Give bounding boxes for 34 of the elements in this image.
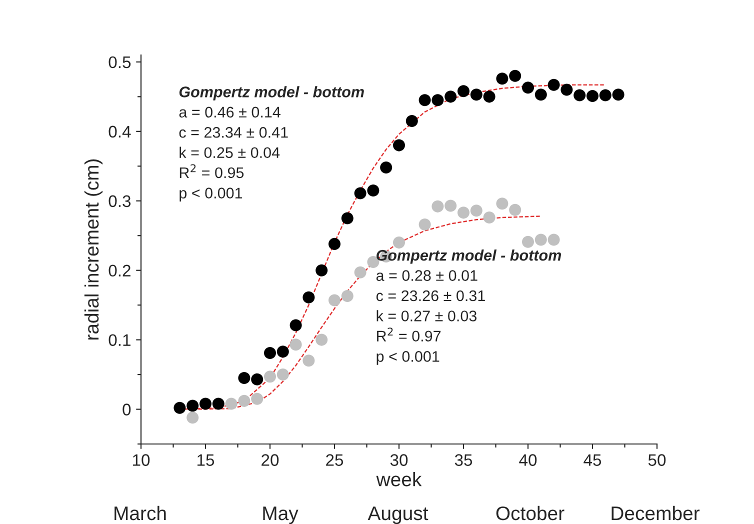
annotation: Gompertz model - bottom: [376, 250, 562, 264]
annotation: c = 23.34 ± 0.41: [179, 126, 288, 138]
text: August: [368, 506, 428, 524]
annotation: p < 0.001: [376, 351, 440, 365]
y-tick-label: 0.5: [108, 56, 131, 68]
x-tick-label: 30: [390, 454, 408, 466]
annotation: k = 0.27 ± 0.03: [376, 310, 477, 322]
annotation: k = 0.25 ± 0.04: [180, 146, 280, 158]
annotation: R$^{2}$ = 0.97: [377, 328, 441, 342]
y-tick-label: 0.4: [108, 126, 131, 138]
x-tick-label: 10: [133, 454, 150, 466]
annotation: c = 23.26 ± 0.31: [376, 290, 485, 302]
x-tick-label: 50: [648, 454, 666, 466]
y-axis-title: radial increment (cm): [84, 159, 103, 340]
x-tick-label: 40: [519, 454, 537, 466]
y-tick-label: 0.3: [108, 195, 131, 208]
text: October: [496, 506, 564, 520]
x-tick-label: 45: [584, 454, 602, 466]
x-tick-label: 15: [198, 454, 214, 466]
x-tick-label: 35: [454, 454, 472, 466]
annotation: p < 0.001: [180, 188, 242, 202]
annotation: a = 0.28 ± 0.01: [376, 270, 478, 281]
text: December: [612, 506, 700, 520]
text: May: [263, 506, 298, 524]
y-tick-label: 0.1: [108, 334, 130, 346]
x-axis-title: week: [376, 472, 422, 486]
y-tick-label: 0.2: [108, 264, 130, 277]
x-tick-label: 25: [326, 454, 344, 466]
annotation: R$^{2}$ = 0.95: [180, 164, 244, 178]
y-tick-label: 0: [122, 404, 131, 416]
x-tick-label: 20: [262, 454, 279, 466]
annotation: a = 0.46 ± 0.14: [179, 106, 280, 118]
text: March: [114, 506, 166, 520]
annotation: Gompertz model - bottom: [179, 86, 364, 100]
